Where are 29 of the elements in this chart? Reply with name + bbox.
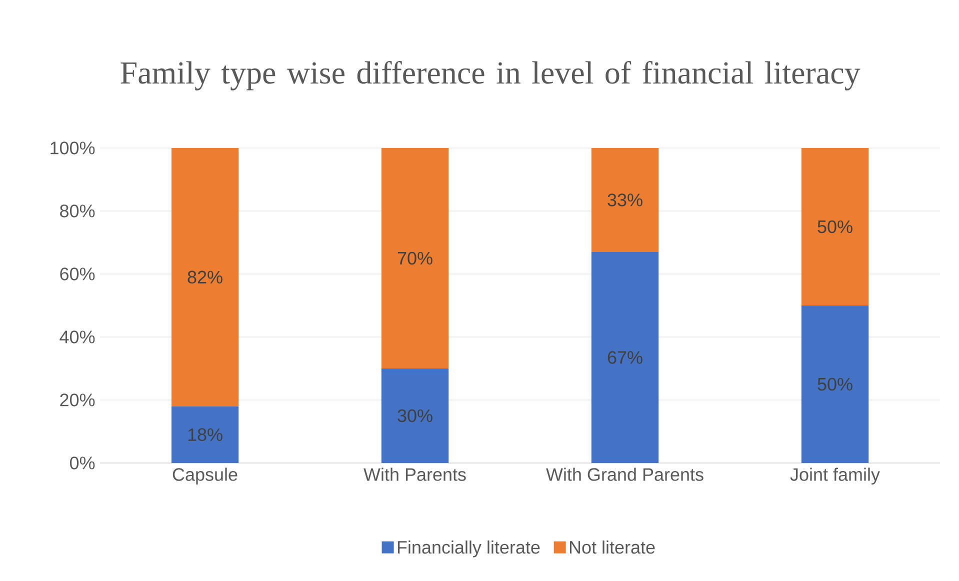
data-label: 30% bbox=[398, 409, 432, 422]
x-tick-label: With Grand Parents bbox=[546, 468, 704, 481]
bar bbox=[591, 252, 659, 463]
x-tick-label: Joint family bbox=[790, 468, 880, 484]
y-tick-label: 0% bbox=[70, 456, 95, 470]
y-tick-label: 40% bbox=[60, 330, 95, 344]
y-tick-label: 100% bbox=[50, 142, 95, 154]
bar bbox=[801, 148, 869, 306]
legend-label: Financially literate bbox=[398, 540, 540, 558]
x-tick-label: Capsule bbox=[172, 468, 238, 484]
bar bbox=[381, 148, 449, 368]
bar bbox=[381, 368, 449, 463]
data-label: 50% bbox=[818, 378, 852, 391]
y-tick-label: 20% bbox=[60, 394, 95, 406]
bar bbox=[171, 148, 239, 406]
data-label: 70% bbox=[398, 252, 432, 265]
chart-title: Family type wise difference in level of financial literacy bbox=[120, 60, 860, 90]
data-label: 50% bbox=[818, 220, 852, 234]
bar bbox=[801, 305, 869, 463]
bar bbox=[591, 148, 659, 252]
legend-label: Not literate bbox=[570, 540, 655, 554]
y-tick-label: 80% bbox=[60, 204, 95, 218]
y-tick-label: 60% bbox=[60, 268, 95, 280]
data-label: 33% bbox=[608, 194, 642, 206]
data-label: 18% bbox=[188, 428, 222, 441]
data-label: 82% bbox=[188, 270, 222, 284]
data-label: 67% bbox=[608, 351, 642, 364]
x-tick-label: With Parents bbox=[364, 468, 466, 481]
bar bbox=[171, 406, 239, 463]
